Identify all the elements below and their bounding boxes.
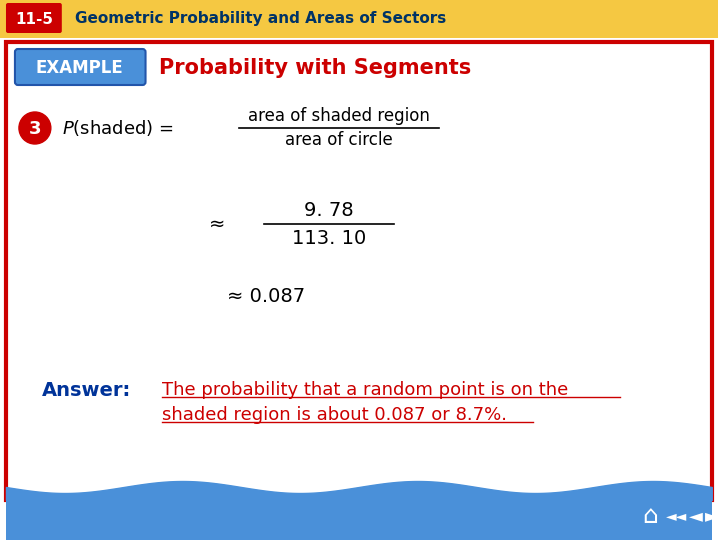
Circle shape [19,112,51,144]
Text: ≈ 0.087: ≈ 0.087 [228,287,305,306]
Text: ◄: ◄ [689,507,703,525]
Text: Answer:: Answer: [42,381,131,400]
Text: area of shaded region: area of shaded region [248,107,430,125]
Text: ≈: ≈ [209,214,225,233]
Text: 3: 3 [29,120,41,138]
Text: EXAMPLE: EXAMPLE [36,59,124,77]
Text: area of circle: area of circle [285,131,393,149]
Text: ⌂: ⌂ [642,504,658,528]
FancyBboxPatch shape [0,0,718,38]
Text: 9. 78: 9. 78 [304,200,354,219]
Text: ◄◄: ◄◄ [666,509,688,523]
FancyBboxPatch shape [15,49,145,85]
FancyBboxPatch shape [6,498,712,540]
Text: $\mathit{P}$(shaded) =: $\mathit{P}$(shaded) = [62,118,174,138]
Text: shaded region is about 0.087 or 8.7%.: shaded region is about 0.087 or 8.7%. [163,406,508,424]
Text: 113. 10: 113. 10 [292,228,366,247]
Text: The probability that a random point is on the: The probability that a random point is o… [163,381,569,399]
Text: Geometric Probability and Areas of Sectors: Geometric Probability and Areas of Secto… [75,11,446,26]
Text: 11-5: 11-5 [15,11,53,26]
Text: Probability with Segments: Probability with Segments [160,58,472,78]
FancyBboxPatch shape [6,3,62,33]
Text: ►: ► [705,507,719,525]
FancyBboxPatch shape [6,42,712,500]
